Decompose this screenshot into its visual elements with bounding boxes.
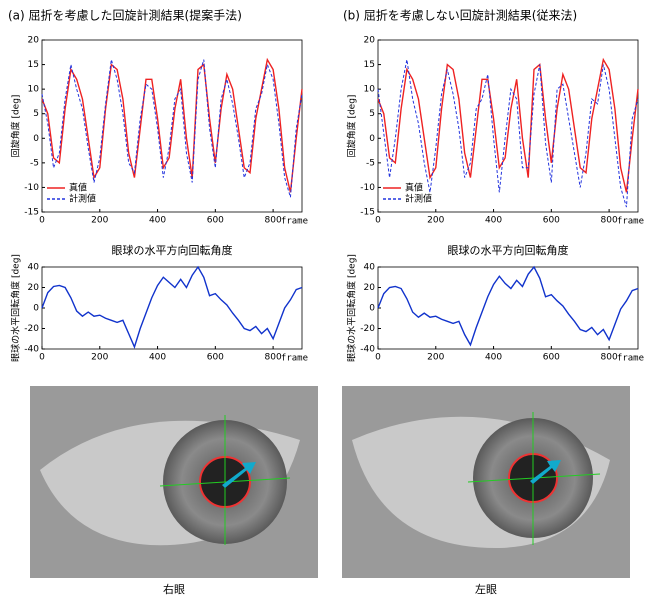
series-line: [377, 57, 639, 193]
y-tick-label: -5: [30, 158, 39, 168]
y-tick-label: -20: [24, 324, 39, 334]
y-tick-label: 5: [369, 109, 375, 119]
x-tick-label: 200: [91, 216, 108, 226]
x-tick-label: 600: [207, 353, 224, 363]
y-tick-label: -10: [24, 183, 39, 193]
x-tick-label: 600: [543, 353, 560, 363]
y-tick-label: -15: [24, 208, 39, 218]
x-tick-label: 200: [91, 353, 108, 363]
x-tick-label: 800: [601, 353, 618, 363]
x-axis-label: frame: [281, 217, 308, 227]
plot-frame: [41, 266, 303, 350]
y-tick-label: 10: [28, 85, 40, 95]
y-tick-label: -5: [366, 158, 375, 168]
y-tick-label: 20: [364, 283, 376, 293]
panel-title: (a) 屈折を考慮した回旋計測結果(提案手法): [8, 8, 242, 23]
series-line: [41, 57, 303, 193]
y-tick-label: -40: [360, 345, 375, 355]
x-tick-label: 200: [427, 216, 444, 226]
x-axis-label: frame: [617, 354, 644, 364]
y-tick-label: 0: [33, 304, 39, 314]
y-axis-label: 眼球の水平回転角度 [deg]: [10, 254, 22, 362]
plot-frame: [377, 266, 639, 350]
y-tick-label: 10: [364, 85, 376, 95]
x-tick-label: 400: [149, 216, 166, 226]
legend-label: 計測値: [405, 193, 432, 205]
y-tick-label: -20: [360, 324, 375, 334]
legend-label: 真値: [69, 182, 87, 194]
series-line: [41, 265, 303, 349]
x-tick-label: 200: [427, 353, 444, 363]
x-tick-label: 0: [39, 353, 45, 363]
x-tick-label: 400: [485, 353, 502, 363]
eye-image: [342, 386, 630, 578]
x-tick-label: 0: [39, 216, 45, 226]
eye-image: [30, 386, 318, 578]
y-tick-label: 20: [364, 36, 376, 46]
y-tick-label: 15: [364, 60, 375, 70]
y-tick-label: 0: [369, 134, 375, 144]
x-tick-label: 800: [265, 216, 282, 226]
y-tick-label: 5: [33, 109, 39, 119]
x-tick-label: 0: [375, 216, 381, 226]
y-tick-label: 40: [364, 263, 376, 273]
x-tick-label: 600: [543, 216, 560, 226]
x-axis-label: frame: [617, 217, 644, 227]
series-line: [377, 265, 639, 347]
y-tick-label: 0: [33, 134, 39, 144]
y-tick-label: 0: [369, 304, 375, 314]
arrow: [530, 460, 561, 484]
y-axis-label: 眼球の水平回転角度 [deg]: [346, 254, 358, 362]
plot-frame: [41, 39, 303, 213]
x-tick-label: 800: [601, 216, 618, 226]
legend-label: 真値: [405, 182, 423, 194]
x-tick-label: 600: [207, 216, 224, 226]
y-tick-label: 40: [28, 263, 40, 273]
caption: 右眼: [163, 582, 185, 596]
panel-title: (b) 屈折を考慮しない回旋計測結果(従来法): [343, 8, 577, 23]
y-tick-label: 20: [28, 36, 40, 46]
y-tick-label: 15: [28, 60, 39, 70]
x-axis-label: frame: [281, 354, 308, 364]
x-tick-label: 0: [375, 353, 381, 363]
series-line: [377, 59, 639, 208]
chart-title: 眼球の水平方向回転角度: [448, 243, 569, 257]
x-tick-label: 400: [149, 353, 166, 363]
y-tick-label: -15: [360, 208, 375, 218]
crosshair: [159, 477, 291, 487]
y-tick-label: 20: [28, 283, 40, 293]
arrow: [222, 462, 256, 488]
caption: 左眼: [475, 583, 497, 596]
series-line: [41, 59, 303, 198]
y-tick-label: -40: [24, 345, 39, 355]
chart-title: 眼球の水平方向回転角度: [112, 243, 233, 257]
y-tick-label: -10: [360, 183, 375, 193]
plot-frame: [377, 39, 639, 213]
x-tick-label: 400: [485, 216, 502, 226]
legend-label: 計測値: [69, 193, 96, 205]
y-axis-label: 回旋角度 [deg]: [10, 95, 22, 158]
y-axis-label: 回旋角度 [deg]: [346, 95, 358, 158]
x-tick-label: 800: [265, 353, 282, 363]
